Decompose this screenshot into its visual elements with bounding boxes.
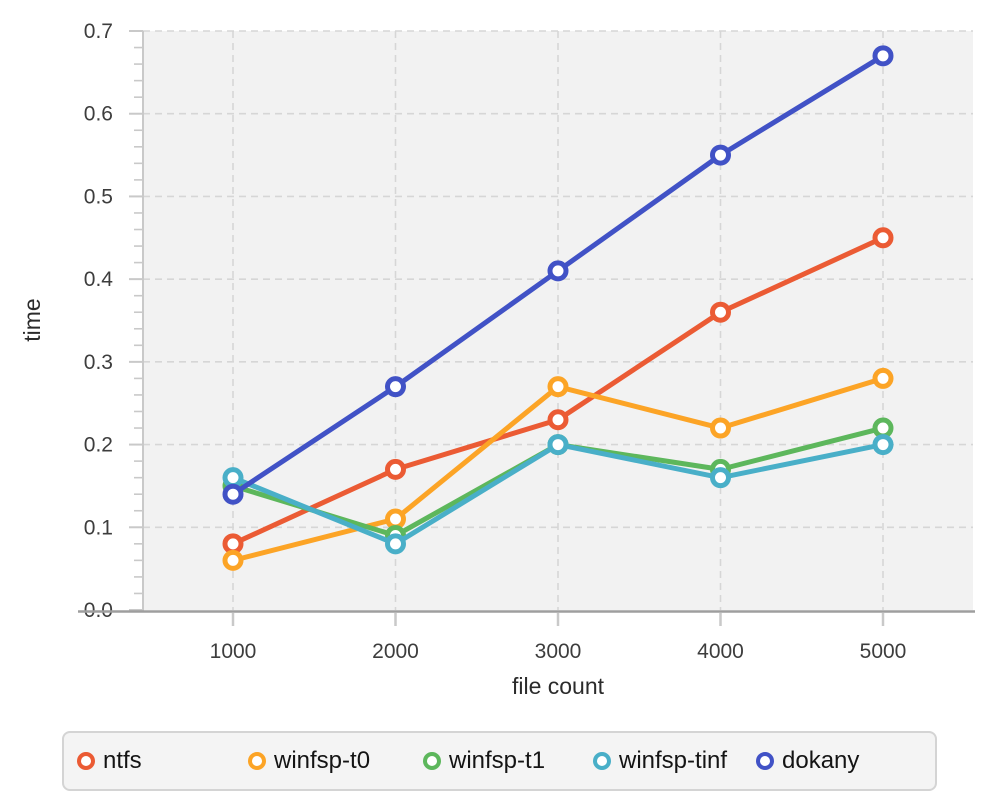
y-tick-label: 0.2 (84, 434, 113, 457)
data-point (222, 533, 244, 555)
y-axis-title: time (19, 298, 45, 341)
data-point (710, 144, 731, 166)
x-tick-label: 2000 (372, 640, 419, 663)
y-tick-label: 0.1 (84, 516, 113, 539)
legend-label: dokany (782, 747, 860, 774)
y-tick-label: 0.5 (84, 185, 113, 208)
chart-legend: ntfs winfsp-t0 winfsp-t1 winfsp-tinf dok… (62, 731, 937, 791)
legend-item-ntfs: ntfs (77, 747, 142, 775)
series-winfsp-tinf (222, 434, 894, 555)
data-point (222, 467, 244, 489)
x-axis-title: file count (512, 673, 605, 699)
dokany-marker-icon (756, 752, 774, 770)
x-tick-label: 1000 (210, 640, 257, 663)
winfsp-t1-marker-icon (423, 752, 441, 770)
data-point (385, 508, 406, 530)
legend-label: winfsp-t1 (449, 747, 546, 774)
series-winfsp-t0 (222, 367, 894, 571)
data-point (222, 483, 244, 505)
data-point (872, 434, 894, 456)
data-point (710, 301, 731, 323)
legend-label: winfsp-tinf (619, 747, 728, 774)
y-tick-label: 0.6 (84, 103, 113, 126)
data-point (872, 367, 894, 389)
legend-item-winfsp-tinf: winfsp-tinf (593, 747, 727, 775)
y-tick-label: 0.3 (84, 351, 113, 374)
data-point (547, 409, 569, 431)
legend-label: winfsp-t0 (274, 747, 371, 774)
y-tick-label: 0.7 (84, 20, 113, 43)
data-point (710, 417, 731, 439)
data-point (872, 227, 894, 249)
data-point (385, 458, 406, 480)
legend-item-dokany: dokany (756, 747, 859, 775)
data-point (872, 417, 894, 439)
x-tick-label: 4000 (697, 640, 744, 663)
data-point (547, 376, 569, 398)
data-point (872, 45, 894, 67)
legend-label: ntfs (103, 747, 142, 774)
y-tick-label: 0.4 (84, 268, 114, 291)
data-point (547, 434, 569, 456)
x-tick-label: 5000 (860, 640, 907, 663)
winfsp-t0-marker-icon (248, 752, 266, 770)
series-dokany (222, 45, 894, 505)
data-point (222, 549, 244, 571)
winfsp-tinf-marker-icon (593, 752, 611, 770)
data-point (547, 260, 569, 282)
ntfs-marker-icon (77, 752, 95, 770)
legend-item-winfsp-t1: winfsp-t1 (423, 747, 545, 775)
data-point (710, 467, 731, 489)
x-tick-label: 3000 (535, 640, 582, 663)
data-point (385, 533, 406, 555)
data-point (385, 376, 406, 398)
legend-item-winfsp-t0: winfsp-t0 (248, 747, 370, 775)
